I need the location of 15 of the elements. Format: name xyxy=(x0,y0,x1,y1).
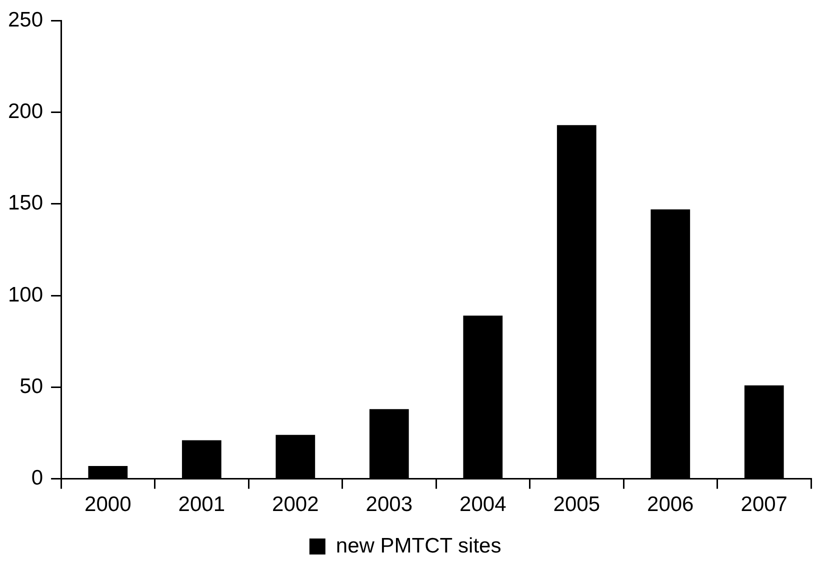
y-tick-label: 50 xyxy=(20,374,44,398)
y-tick-label: 0 xyxy=(31,466,44,490)
x-tick-label: 2002 xyxy=(272,493,319,516)
y-tick-label: 250 xyxy=(8,8,44,32)
x-tick-label: 2007 xyxy=(740,493,788,516)
y-tick-label: 100 xyxy=(8,283,44,306)
x-tick-label: 2004 xyxy=(460,493,507,516)
y-tick-label: 200 xyxy=(8,100,44,124)
x-tick-label: 2005 xyxy=(553,493,600,516)
x-tick-label: 2000 xyxy=(84,493,132,516)
y-tick-label: 150 xyxy=(8,192,44,215)
x-tick-label: 2001 xyxy=(178,493,226,516)
x-tick-label: 2006 xyxy=(647,493,694,516)
x-tick-label: 2003 xyxy=(366,493,413,516)
legend-label: new PMTCT sites xyxy=(336,534,502,558)
